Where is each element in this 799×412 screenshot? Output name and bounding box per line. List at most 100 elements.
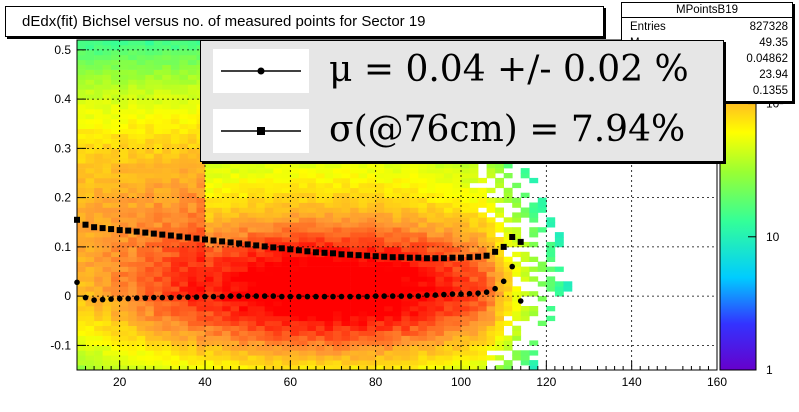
sigma-point [150, 230, 157, 237]
legend-square-marker-icon [213, 109, 309, 153]
mu-point [99, 296, 106, 303]
stats-row: 23.94 [630, 68, 788, 82]
stats-value: 0.04862 [746, 53, 788, 65]
chart-title: dEdx(fit) Bichsel versus no. of measured… [22, 13, 426, 30]
mu-point [372, 293, 379, 299]
colorbar-tick-label: 10 [766, 230, 780, 244]
mu-point [296, 293, 302, 300]
mu-point [458, 291, 464, 297]
sigma-point [261, 243, 268, 250]
sigma-point [440, 255, 447, 262]
mu-point [219, 293, 225, 300]
mu-point [261, 293, 268, 299]
stats-value: 23.94 [759, 69, 788, 81]
mu-point [202, 293, 208, 300]
data-markers [74, 216, 524, 304]
mu-point [236, 293, 242, 299]
mu-point [509, 263, 515, 270]
stats-value: 49.35 [759, 37, 788, 49]
mu-point [449, 291, 456, 297]
mu-point [330, 293, 336, 300]
stats-key: Entries [630, 21, 666, 33]
mu-point [253, 293, 259, 299]
mu-point [347, 293, 353, 300]
mu-point [432, 292, 439, 298]
sigma-point [509, 234, 516, 240]
sigma-point [108, 226, 115, 233]
sigma-point [449, 254, 456, 261]
y-tick-label: 0 [64, 289, 71, 303]
mu-point [125, 295, 131, 302]
sigma-point [330, 250, 336, 257]
x-tick-label: 140 [622, 375, 642, 389]
stats-value: 827328 [749, 21, 788, 33]
fit-legend: μ = 0.04 +/- 0.02 % σ(@76cm) = 7.94% [200, 40, 724, 162]
mu-point [492, 285, 498, 292]
sigma-point [312, 249, 319, 256]
mu-point [389, 293, 396, 299]
legend-sigma-text: σ(@76cm) = 7.94% [329, 109, 686, 150]
mu-point [321, 293, 328, 300]
sigma-point [116, 227, 123, 234]
sigma-point [133, 228, 140, 235]
sigma-point [159, 231, 166, 238]
sigma-point [142, 229, 149, 236]
sigma-point [338, 251, 345, 258]
y-tick-label: -0.1 [50, 338, 71, 352]
mu-point [424, 292, 430, 298]
legend-circle-marker-icon [213, 49, 309, 93]
x-tick-label: 60 [284, 375, 298, 389]
mu-point [500, 278, 507, 285]
stats-value: 0.1355 [752, 85, 788, 97]
chart-title-box: dEdx(fit) Bichsel versus no. of measured… [5, 6, 604, 37]
mu-point [338, 293, 345, 300]
mu-point [466, 290, 473, 297]
mu-point [244, 293, 251, 299]
x-tick-label: 40 [198, 375, 212, 389]
mu-point [364, 293, 370, 300]
mu-point [227, 293, 234, 299]
mu-point [270, 293, 277, 299]
y-tick-label: 0.4 [54, 92, 71, 106]
sigma-point [389, 254, 396, 261]
sigma-point [372, 253, 379, 260]
mu-point [355, 293, 362, 300]
sigma-point [304, 248, 311, 255]
sigma-point [176, 233, 183, 240]
mu-point [475, 290, 481, 297]
sigma-point [364, 252, 371, 259]
sigma-point [91, 224, 98, 231]
sigma-point [466, 254, 473, 261]
sigma-point [227, 239, 234, 246]
sigma-point [475, 253, 482, 260]
legend-mu-text: μ = 0.04 +/- 0.02 % [329, 49, 689, 90]
x-tick-label: 120 [536, 375, 556, 389]
sigma-point [500, 243, 507, 250]
sigma-point [99, 225, 106, 232]
y-tick-label: 0.3 [54, 141, 71, 155]
sigma-point [236, 240, 243, 247]
y-tick-label: 0.2 [54, 191, 71, 205]
mu-point [210, 293, 217, 300]
sigma-point [355, 252, 362, 259]
sigma-point [270, 244, 277, 251]
mu-point [381, 293, 388, 299]
stats-row: Entries 827328 [630, 20, 788, 34]
mu-point [407, 293, 413, 299]
sigma-point [321, 249, 328, 256]
sigma-point [423, 255, 430, 262]
sigma-point [381, 253, 388, 260]
x-tick-label: 100 [451, 375, 471, 389]
sigma-point [193, 235, 200, 242]
mu-point [116, 295, 123, 302]
mu-point [185, 294, 191, 300]
colorbar-tick-label: 1 [766, 363, 773, 377]
mu-point [193, 294, 200, 300]
sigma-point [295, 247, 302, 254]
mu-point [159, 294, 166, 301]
axes: 20 40 60 80 100 120 140 160 -0.1 0 0.1 0.2 0.3 0.4 0.5 [50, 43, 727, 389]
mu-point [313, 293, 319, 300]
mu-point [279, 293, 285, 300]
x-tick-label: 160 [707, 375, 727, 389]
mu-point [517, 298, 524, 304]
